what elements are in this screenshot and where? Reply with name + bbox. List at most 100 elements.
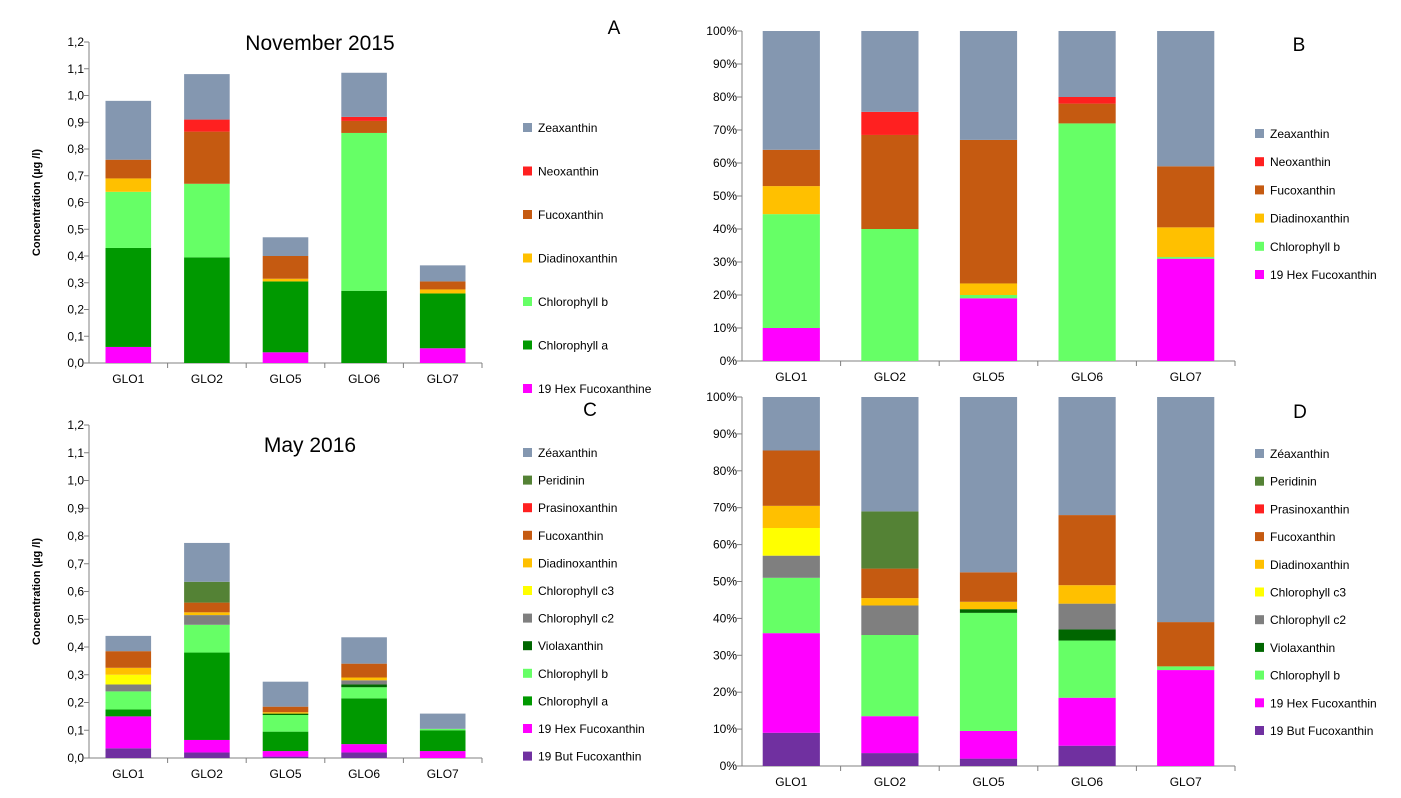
- panel-a-bar-segment: [419, 348, 466, 363]
- panel-a-y-tick-label: 1,1: [67, 62, 84, 76]
- panel-a-legend-swatch: [523, 253, 532, 263]
- panel-a-letter: A: [608, 18, 621, 39]
- panel-c-bar-segment: [105, 674, 152, 685]
- panel-c-bar-segment: [419, 730, 466, 752]
- panel-d-bar-segment: [762, 732, 820, 766]
- panel-c-bar-segment: [262, 756, 309, 758]
- panel-c-legend-label: Zéaxanthin: [538, 446, 597, 460]
- panel-a-legend-swatch: [523, 166, 532, 176]
- panel-c-bar-segment: [105, 635, 152, 652]
- panel-a-y-tick-label: 0,5: [67, 222, 84, 236]
- panel-c-legend-label: 19 Hex Fucoxanthin: [538, 722, 645, 736]
- panel-c-x-tick-label: GLO5: [269, 767, 301, 781]
- panel-b-y-tick-label: 20%: [713, 288, 737, 302]
- panel-a-legend-label: Chlorophyll a: [538, 339, 608, 353]
- panel-c-legend-swatch: [523, 724, 532, 733]
- panel-d-bar-segment: [1058, 640, 1116, 698]
- panel-a-y-tick-label: 0,2: [67, 303, 84, 317]
- panel-c-bar-segment: [184, 602, 230, 613]
- panel-d-legend-swatch: [1255, 615, 1264, 625]
- panel-c-bar-segment: [184, 612, 230, 616]
- panel-c-letter: C: [583, 400, 597, 421]
- panel-b-bar-segment: [762, 31, 820, 150]
- panel-b-x-tick-label: GLO2: [874, 370, 906, 384]
- panel-c-legend-label: Violaxanthin: [538, 639, 603, 653]
- panel-a-y-tick-label: 0,4: [67, 249, 84, 263]
- panel-a-x-tick-label: GLO2: [191, 372, 223, 386]
- panel-c-bar-segment: [341, 663, 387, 678]
- panel-c-x-tick-label: GLO7: [427, 767, 459, 781]
- panel-c-bar-segment: [105, 691, 152, 710]
- panel-a-bar-segment: [262, 352, 309, 363]
- panel-c-y-tick-label: 0,0: [67, 751, 84, 765]
- panel-d-bar-segment: [1058, 397, 1116, 516]
- panel-c-y-tick-label: 1,1: [67, 446, 84, 460]
- panel-d-y-tick-label: 50%: [713, 575, 737, 589]
- panel-c-legend-label: Fucoxanthin: [538, 529, 603, 543]
- panel-c-bar-segment: [419, 728, 466, 731]
- panel-a-bar-segment: [105, 346, 152, 363]
- panel-d-legend-label: Chlorophyll b: [1270, 669, 1340, 683]
- panel-c-x-tick-label: GLO6: [348, 767, 380, 781]
- panel-c-bar-segment: [262, 714, 309, 732]
- panel-d-y-tick-label: 0%: [720, 759, 738, 773]
- panel-c-legend-label: Chlorophyll c2: [538, 612, 614, 626]
- panel-b-y-tick-label: 0%: [720, 354, 738, 368]
- panel-c-bar-segment: [184, 752, 230, 758]
- panel-a-bar-segment: [184, 119, 230, 132]
- panel-d-bar-segment: [762, 633, 820, 733]
- panel-d-y-tick-label: 40%: [713, 611, 737, 625]
- panel-c-legend-label: Chlorophyll a: [538, 694, 608, 708]
- panel-d-bar-segment: [861, 511, 919, 569]
- panel-d-legend-swatch: [1255, 670, 1264, 680]
- panel-d-bar-segment: [1058, 697, 1116, 746]
- panel-b-legend-swatch: [1255, 270, 1264, 279]
- panel-b-bar-segment: [762, 186, 820, 215]
- panel-c-y-tick-label: 0,7: [67, 557, 84, 571]
- panel-a-y-tick-label: 0,9: [67, 115, 84, 129]
- panel-a-bar-segment: [262, 256, 309, 279]
- panel-d-legend-label: Violaxanthin: [1270, 641, 1335, 655]
- panel-d-legend-swatch: [1255, 476, 1264, 486]
- panel-d-legend-swatch: [1255, 587, 1264, 597]
- panel-a-x-tick-label: GLO6: [348, 372, 380, 386]
- panel-c-y-tick-label: 0,3: [67, 668, 84, 682]
- panel-a-legend-label: Chlorophyll b: [538, 295, 608, 309]
- panel-c-bar-segment: [184, 624, 230, 653]
- panel-a-legend-label: Diadinoxanthin: [538, 252, 617, 266]
- panel-a-legend-label: Neoxanthin: [538, 165, 599, 179]
- panel-d-bar-segment: [1058, 603, 1116, 630]
- panel-c-bar-segment: [184, 615, 230, 625]
- panel-d-y-tick-label: 60%: [713, 538, 737, 552]
- panel-b-legend-label: Zeaxanthin: [1270, 127, 1329, 141]
- panel-b-bar-segment: [959, 283, 1018, 295]
- panel-a-y-tick-label: 0,6: [67, 196, 84, 210]
- panel-d-legend-swatch: [1255, 449, 1264, 458]
- panel-d-y-tick-label: 90%: [713, 427, 737, 441]
- panel-c-legend-label: Peridinin: [538, 474, 585, 488]
- panel-d-y-tick-label: 10%: [713, 722, 737, 736]
- panel-c-bar-segment: [184, 652, 230, 740]
- panel-c-legend-swatch: [523, 613, 532, 623]
- panel-b-bar-segment: [959, 139, 1018, 284]
- panel-a-bar-segment: [419, 289, 466, 294]
- panel-c-x-tick-label: GLO1: [112, 767, 144, 781]
- panel-a-legend-swatch: [523, 297, 532, 306]
- panel-c-legend-swatch: [523, 448, 532, 457]
- panel-d-bar-segment: [959, 572, 1018, 602]
- panel-d-bar-segment: [1058, 629, 1116, 641]
- panel-c-bar-segment: [341, 744, 387, 753]
- panel-c-x-tick-label: GLO2: [191, 767, 223, 781]
- panel-b-x-tick-label: GLO1: [775, 370, 807, 384]
- panel-a-bar-segment: [105, 159, 152, 179]
- panel-a-bar-segment: [341, 72, 387, 117]
- panel-c-bar-segment: [262, 706, 309, 713]
- panel-c-bar-segment: [419, 713, 466, 729]
- panel-c-y-tick-label: 0,9: [67, 501, 84, 515]
- panel-c-bar-segment: [184, 581, 230, 603]
- panel-a-bar-segment: [184, 131, 230, 184]
- panel-b-letter: B: [1293, 35, 1306, 56]
- panel-d-legend-label: Chlorophyll c3: [1270, 586, 1346, 600]
- panel-a-bar-segment: [105, 191, 152, 248]
- panel-b-bar-segment: [1058, 123, 1116, 362]
